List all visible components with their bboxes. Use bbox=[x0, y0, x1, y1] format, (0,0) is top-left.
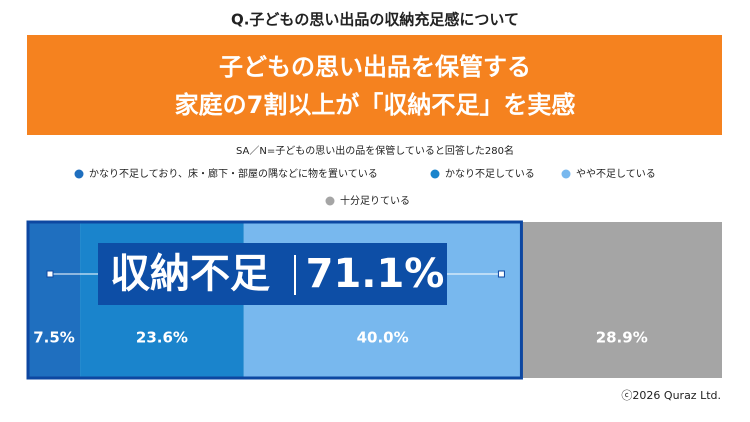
data-label: 7.5% bbox=[33, 329, 75, 347]
legend-marker bbox=[561, 169, 571, 179]
legend-marker bbox=[430, 169, 440, 179]
bracket-label: 収納不足 bbox=[110, 251, 270, 297]
data-label: 40.0% bbox=[357, 329, 409, 347]
legend-marker bbox=[74, 169, 84, 179]
data-label: 28.9% bbox=[596, 329, 648, 347]
headline: 家庭の7割以上が「収納不足」を実感 bbox=[175, 91, 576, 119]
bar-segment bbox=[28, 222, 81, 378]
bracket-box bbox=[98, 243, 447, 305]
headline-banner bbox=[27, 35, 722, 135]
subtitle: SA／N=子どもの思い出の品を保管していると回答した280名 bbox=[236, 144, 514, 157]
legend-marker bbox=[325, 196, 335, 206]
legend-label: やや不足している bbox=[576, 168, 656, 180]
bracket-value: 71.1% bbox=[306, 251, 445, 297]
headline: 子どもの思い出品を保管する bbox=[219, 53, 531, 81]
connector-end bbox=[46, 270, 54, 278]
legend-label: かなり不足しており、床・廊下・部屋の隅などに物を置いている bbox=[89, 167, 378, 180]
connector-end bbox=[497, 270, 505, 278]
bar-segment bbox=[521, 222, 722, 378]
legend-label: 十分足りている bbox=[340, 194, 410, 207]
footer: ⓒ2026 Quraz Ltd. bbox=[621, 389, 721, 402]
chart-title: Q.子どもの思い出品の収納充足感について bbox=[231, 11, 519, 29]
bracket-outline bbox=[26, 220, 523, 380]
data-label: 23.6% bbox=[136, 329, 188, 347]
legend-label: かなり不足している bbox=[445, 168, 535, 180]
